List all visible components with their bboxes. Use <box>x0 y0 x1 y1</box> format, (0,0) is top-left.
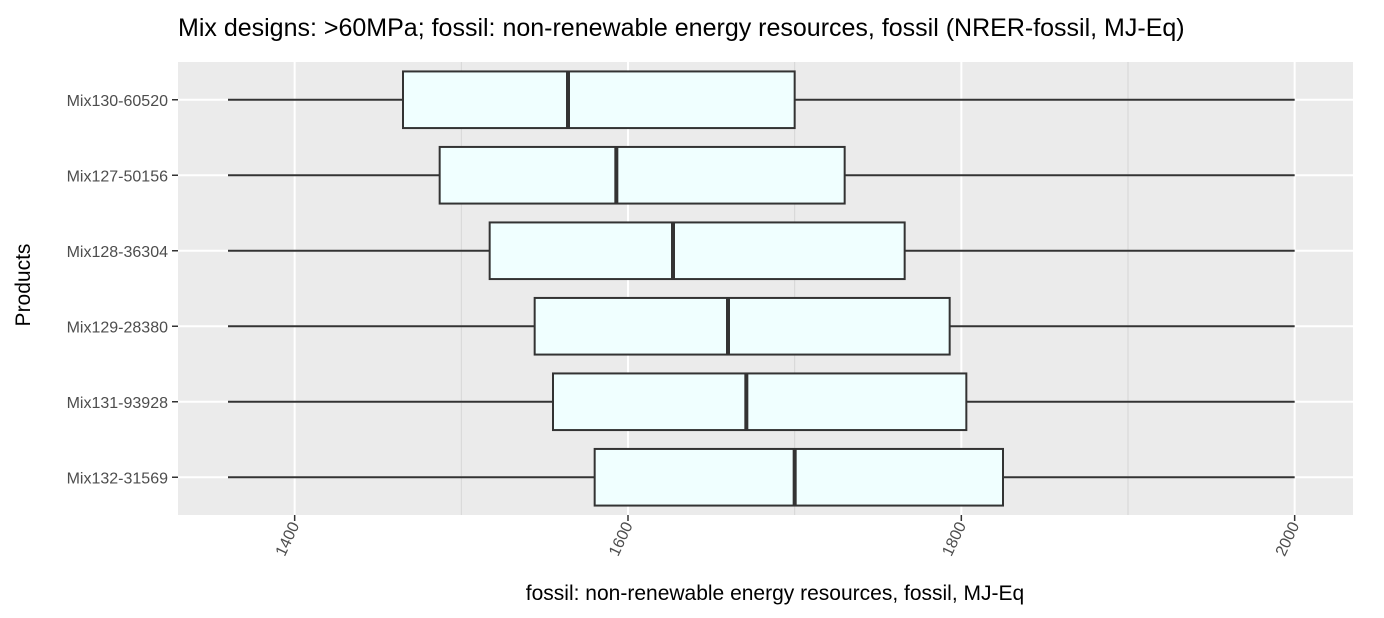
box <box>488 221 906 281</box>
y-tick-label: Mix129-28380 <box>67 319 169 336</box>
y-tick-label: Mix130-60520 <box>67 93 169 110</box>
x-tick-label: 1400 <box>273 519 303 559</box>
y-tick-label: Mix128-36304 <box>67 244 169 261</box>
box <box>438 145 846 205</box>
x-axis-title: fossil: non-renewable energy resources, … <box>526 582 1024 605</box>
boxplot-Mix130-60520 <box>228 70 1295 130</box>
chart-title: Mix designs: >60MPa; fossil: non-renewab… <box>178 14 1185 42</box>
boxplot-Mix129-28380 <box>228 296 1295 356</box>
y-axis-title: Products <box>12 244 35 327</box>
y-tick-label: Mix132-31569 <box>67 470 169 487</box>
x-tick-label: 1600 <box>606 519 636 559</box>
x-tick-label: 2000 <box>1273 519 1303 559</box>
marks-layer <box>228 70 1295 507</box>
boxplot-Mix132-31569 <box>228 447 1295 507</box>
y-tick-label: Mix127-50156 <box>67 168 169 185</box>
box <box>533 296 951 356</box>
box <box>402 70 796 130</box>
boxplot-Mix127-50156 <box>228 145 1295 205</box>
box <box>593 447 1005 507</box>
x-tick-label: 1800 <box>940 519 970 559</box>
boxplot-Mix128-36304 <box>228 221 1295 281</box>
plot-panel <box>178 62 1353 515</box>
axis-layer: Mix130-60520 Mix127-50156 Mix128-36304 Mix1… <box>67 93 1304 559</box>
box <box>552 372 968 432</box>
boxplot-Mix131-93928 <box>228 372 1295 432</box>
y-tick-label: Mix131-93928 <box>67 395 169 412</box>
